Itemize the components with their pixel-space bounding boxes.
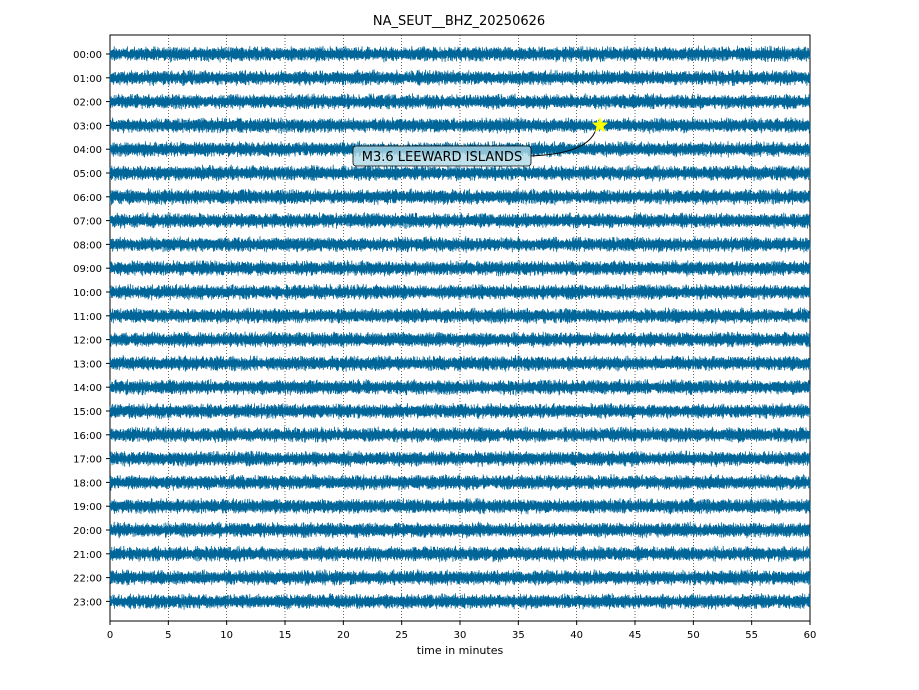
- trace-line: [109, 117, 811, 134]
- y-tick-label: 08:00: [73, 240, 102, 251]
- y-tick-label: 20:00: [73, 526, 102, 537]
- y-tick-label: 21:00: [73, 550, 102, 561]
- x-tick-label: 35: [512, 630, 525, 641]
- x-tick-label: 5: [165, 630, 171, 641]
- y-tick-label: 15:00: [73, 407, 102, 418]
- y-tick-label: 04:00: [73, 145, 102, 156]
- trace-line: [109, 164, 811, 182]
- trace-line: [109, 45, 811, 63]
- trace-line: [109, 307, 811, 325]
- trace-line: [109, 354, 811, 372]
- annotation-box: [352, 145, 532, 167]
- x-tick-label: 0: [107, 630, 113, 641]
- x-tick-label: 45: [629, 630, 642, 641]
- y-tick-label: 12:00: [73, 336, 102, 347]
- x-tick-label: 40: [570, 630, 583, 641]
- trace-line: [109, 426, 811, 444]
- trace-line: [109, 259, 811, 277]
- event-annotations: M3.6 LEEWARD ISLANDS: [352, 116, 609, 167]
- trace-line: [109, 93, 811, 110]
- trace-line: [109, 593, 811, 610]
- trace-line: [109, 521, 811, 539]
- x-tick-label: 10: [220, 630, 233, 641]
- x-tick-label: 15: [279, 630, 292, 641]
- y-tick-label: 06:00: [73, 193, 102, 204]
- chart-title: NA_SEUT__BHZ_20250626: [373, 14, 545, 29]
- x-axis-ticks: 0 5 10 15 20 25 30 35 40 45 50 55 60: [107, 621, 817, 641]
- y-tick-label: 13:00: [73, 359, 102, 370]
- y-tick-label: 09:00: [73, 264, 102, 275]
- y-tick-label: 02:00: [73, 98, 102, 109]
- y-tick-label: 07:00: [73, 217, 102, 228]
- y-tick-label: 11:00: [73, 312, 102, 323]
- annotation-arrow: [529, 129, 597, 157]
- trace-line: [109, 188, 811, 206]
- y-axis-ticks: 00:00 01:00 02:00 03:00 04:00 05:00 06:00 07:00…: [73, 50, 110, 608]
- x-tick-label: 50: [687, 630, 700, 641]
- trace-line: [109, 473, 811, 491]
- y-tick-label: 23:00: [73, 597, 102, 608]
- x-axis-label: time in minutes: [417, 644, 504, 657]
- trace-line: [109, 545, 811, 563]
- y-tick-label: 17:00: [73, 455, 102, 466]
- event-label: M3.6 LEEWARD ISLANDS: [362, 150, 522, 165]
- x-tick-label: 30: [454, 630, 467, 641]
- y-tick-label: 00:00: [73, 50, 102, 61]
- y-tick-label: 03:00: [73, 121, 102, 132]
- y-tick-label: 01:00: [73, 74, 102, 85]
- y-tick-label: 19:00: [73, 502, 102, 513]
- y-tick-label: 16:00: [73, 431, 102, 442]
- y-tick-label: 18:00: [73, 478, 102, 489]
- trace-line: [109, 497, 811, 515]
- trace-line: [109, 402, 811, 420]
- trace-line: [109, 331, 811, 348]
- trace-line: [109, 450, 811, 468]
- trace-line: [109, 212, 811, 229]
- x-tick-label: 20: [337, 630, 350, 641]
- trace-line: [109, 283, 811, 301]
- x-tick-label: 60: [804, 630, 817, 641]
- trace-line: [109, 569, 811, 587]
- trace-line: [109, 236, 811, 253]
- trace-line: [109, 378, 811, 396]
- trace-line: [109, 69, 811, 87]
- y-tick-label: 22:00: [73, 574, 102, 585]
- y-tick-label: 05:00: [73, 169, 102, 180]
- x-tick-label: 25: [395, 630, 408, 641]
- seismic-traces: [109, 45, 811, 610]
- event-star-marker: [591, 116, 609, 133]
- y-tick-label: 10:00: [73, 288, 102, 299]
- y-tick-label: 14:00: [73, 383, 102, 394]
- x-tick-label: 55: [745, 630, 758, 641]
